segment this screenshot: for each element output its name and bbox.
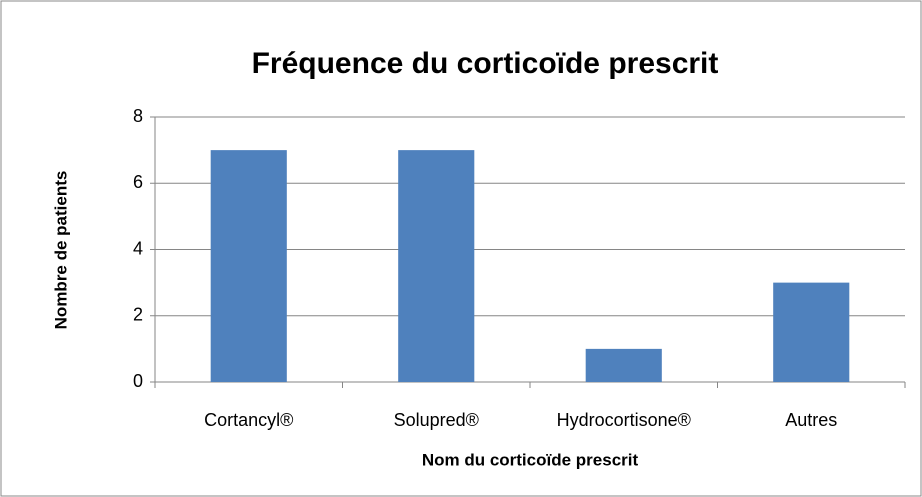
x-tick-label: Cortancyl® (204, 410, 293, 430)
x-tick-label: Autres (785, 410, 837, 430)
y-tick-label: 2 (133, 305, 143, 325)
bar (210, 150, 287, 382)
y-tick-label: 6 (133, 172, 143, 192)
bar (773, 282, 850, 382)
y-tick-label: 0 (133, 371, 143, 391)
bar (585, 348, 662, 382)
x-tick-label: Hydrocortisone® (557, 410, 691, 430)
y-tick-label: 8 (133, 106, 143, 126)
bar (398, 150, 475, 382)
chart-title: Fréquence du corticoïde prescrit (252, 47, 719, 80)
y-tick-label: 4 (133, 238, 143, 258)
x-tick-label: Solupred® (394, 410, 479, 430)
y-axis-title: Nombre de patients (51, 171, 70, 330)
x-axis-title: Nom du corticoïde prescrit (422, 450, 639, 469)
